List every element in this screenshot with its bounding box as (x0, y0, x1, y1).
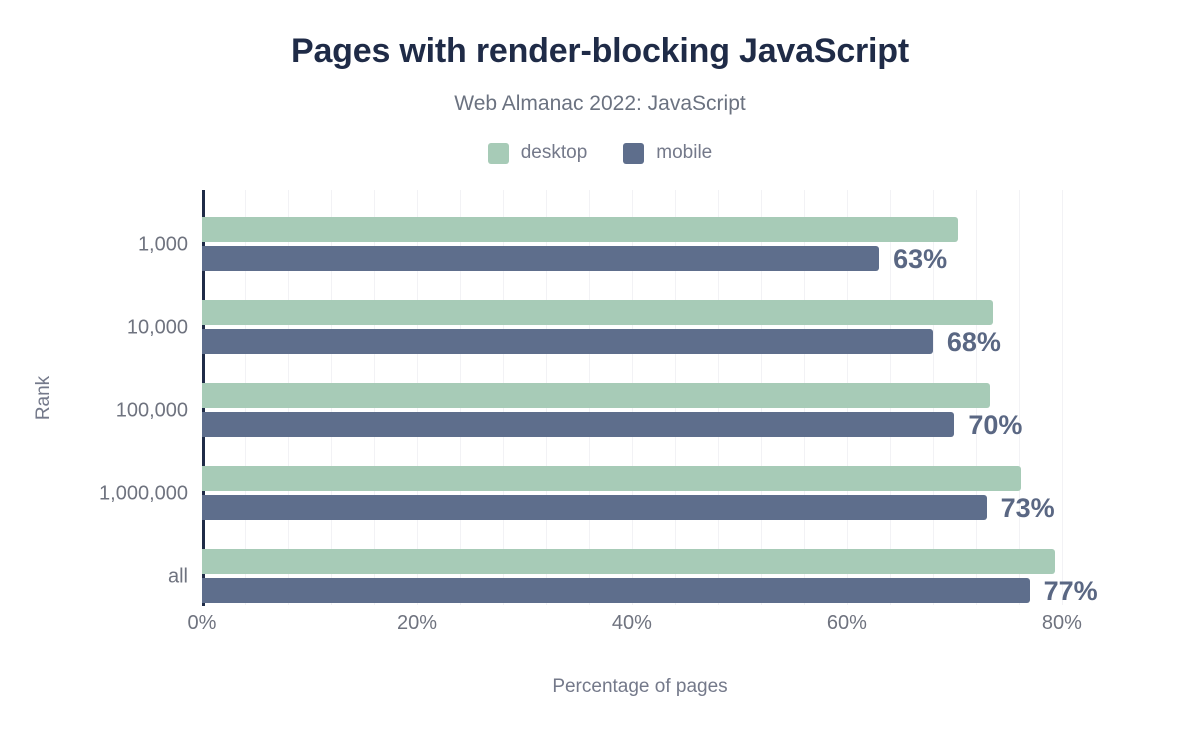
x-axis-tick-labels: 0% 20% 40% 60% 80% (188, 612, 1082, 646)
chart-title: Pages with render-blocking JavaScript (290, 32, 909, 70)
bar-value-label: 73% (1000, 493, 1055, 523)
bar-desktop[interactable] (202, 217, 958, 242)
bar-group: 63% (202, 217, 1078, 274)
plot-area: 63% 68% 70% 73% 77% (202, 190, 1098, 606)
x-tick-label: 20% (396, 612, 437, 634)
x-tick-label: 0% (187, 612, 217, 634)
bar-desktop[interactable] (202, 383, 990, 408)
bar-desktop[interactable] (202, 549, 1056, 574)
bar-desktop[interactable] (202, 466, 1022, 491)
chart-subtitle: Web Almanac 2022: JavaScript (454, 92, 746, 115)
legend-label-desktop: desktop (520, 142, 588, 163)
y-axis-tick-labels: 1,000 10,000 100,000 1,000,000 all (0, 190, 202, 605)
bar-group: 70% (202, 383, 1078, 440)
y-tick-label: all (167, 565, 188, 588)
legend-item-desktop[interactable]: desktop (487, 142, 588, 164)
bar-group: 68% (202, 300, 1078, 357)
bar-value-label: 63% (893, 244, 948, 274)
y-tick-label: 1,000,000 (99, 482, 188, 505)
bar-mobile[interactable] (202, 412, 955, 437)
legend-swatch-desktop (487, 142, 509, 164)
bar-mobile[interactable] (202, 329, 933, 354)
chart-legend: desktop mobile (0, 142, 1200, 164)
legend-item-mobile[interactable]: mobile (623, 142, 712, 164)
y-tick-label: 100,000 (115, 399, 188, 422)
bar-mobile[interactable] (202, 578, 1030, 603)
legend-swatch-mobile (623, 142, 645, 164)
x-tick-label: 60% (826, 612, 867, 634)
bar-group: 77% (202, 549, 1098, 606)
bar-value-label: 68% (946, 327, 1001, 357)
bar-value-label: 70% (968, 410, 1023, 440)
y-tick-label: 10,000 (126, 316, 188, 339)
x-tick-label: 40% (611, 612, 652, 634)
bar-mobile[interactable] (202, 246, 880, 271)
x-axis-title: Percentage of pages (552, 676, 728, 697)
x-tick-label: 80% (1041, 612, 1082, 634)
y-tick-label: 1,000 (137, 233, 188, 256)
bar-mobile[interactable] (202, 495, 987, 520)
bar-value-label: 77% (1043, 576, 1098, 606)
bar-desktop[interactable] (202, 300, 994, 325)
legend-label-mobile: mobile (656, 142, 713, 163)
bar-group: 73% (202, 466, 1078, 523)
